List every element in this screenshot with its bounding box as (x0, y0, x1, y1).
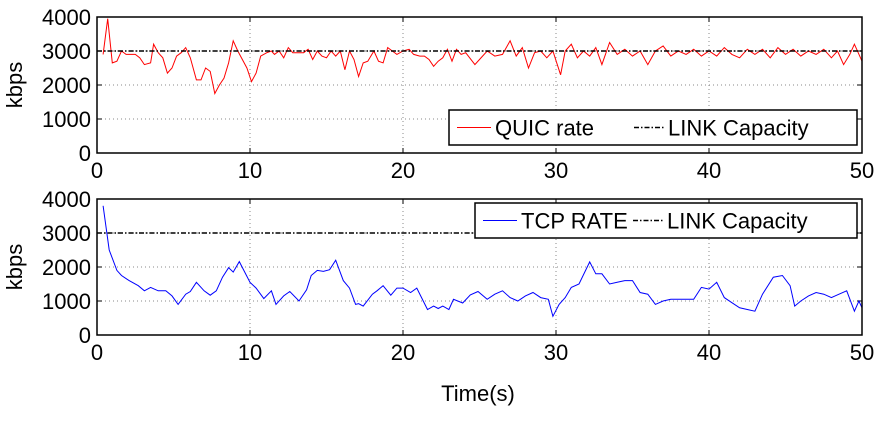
legend-label: TCP RATE (521, 209, 628, 234)
x-tick-label: 40 (697, 158, 721, 183)
x-axis-label: Time(s) (441, 381, 515, 406)
legend: QUIC rate LINK Capacity (448, 109, 858, 146)
x-tick-label: 10 (238, 340, 262, 365)
y-tick-label: 0 (79, 323, 91, 348)
series-line-quic-rate (102, 18, 863, 95)
x-tick-label: 0 (91, 340, 103, 365)
legend-label: QUIC rate (495, 116, 594, 141)
y-tick-label: 3000 (42, 221, 91, 246)
x-tick-label: 30 (544, 158, 568, 183)
legend-label: LINK Capacity (667, 209, 808, 234)
x-tick-label: 20 (391, 340, 415, 365)
plot-panel-2: 0 10 20 30 40 50 0 1000 2000 3000 4000 TCP RATE LINK… (42, 187, 874, 365)
y-tick-label: 4000 (42, 5, 91, 30)
y-tick-label: 1000 (42, 289, 91, 314)
plot-frame (96, 16, 863, 154)
x-tick-label: 50 (850, 158, 874, 183)
x-tick-label: 20 (391, 158, 415, 183)
y-tick-label: 2000 (42, 73, 91, 98)
series-line-tcp-rate (102, 205, 863, 318)
x-tick-label: 30 (544, 340, 568, 365)
y-tick-label: 0 (79, 141, 91, 166)
legend-label: LINK Capacity (668, 116, 809, 141)
y-tick-label: 1000 (42, 107, 91, 132)
y-tick-label: 4000 (42, 187, 91, 212)
y-axis-label-bottom: kbps (2, 244, 27, 290)
x-tick-label: 50 (850, 340, 874, 365)
plot-frame (96, 198, 863, 336)
y-tick-label: 2000 (42, 255, 91, 280)
legend: TCP RATE LINK Capacity (474, 202, 858, 239)
plot-panel-1: 0 10 20 30 40 50 0 1000 2000 3000 4000 QUIC rate LIN… (42, 5, 874, 183)
y-axis-label-top: kbps (2, 62, 27, 108)
x-tick-label: 10 (238, 158, 262, 183)
x-tick-label: 40 (697, 340, 721, 365)
legend-box (474, 202, 858, 239)
x-tick-label: 0 (91, 158, 103, 183)
y-tick-label: 3000 (42, 39, 91, 64)
